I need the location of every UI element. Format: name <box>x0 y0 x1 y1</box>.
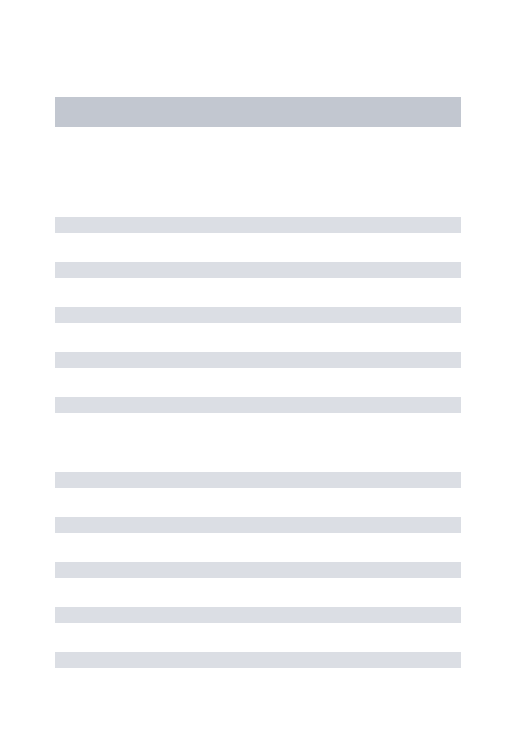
skeleton-container <box>0 0 516 752</box>
skeleton-line <box>55 262 461 278</box>
skeleton-header-bar <box>55 97 461 127</box>
skeleton-line <box>55 397 461 413</box>
skeleton-line <box>55 472 461 488</box>
skeleton-line <box>55 217 461 233</box>
skeleton-line <box>55 352 461 368</box>
skeleton-section-gap <box>55 442 461 472</box>
skeleton-line <box>55 562 461 578</box>
skeleton-line <box>55 517 461 533</box>
skeleton-line <box>55 307 461 323</box>
skeleton-line <box>55 607 461 623</box>
skeleton-line <box>55 652 461 668</box>
